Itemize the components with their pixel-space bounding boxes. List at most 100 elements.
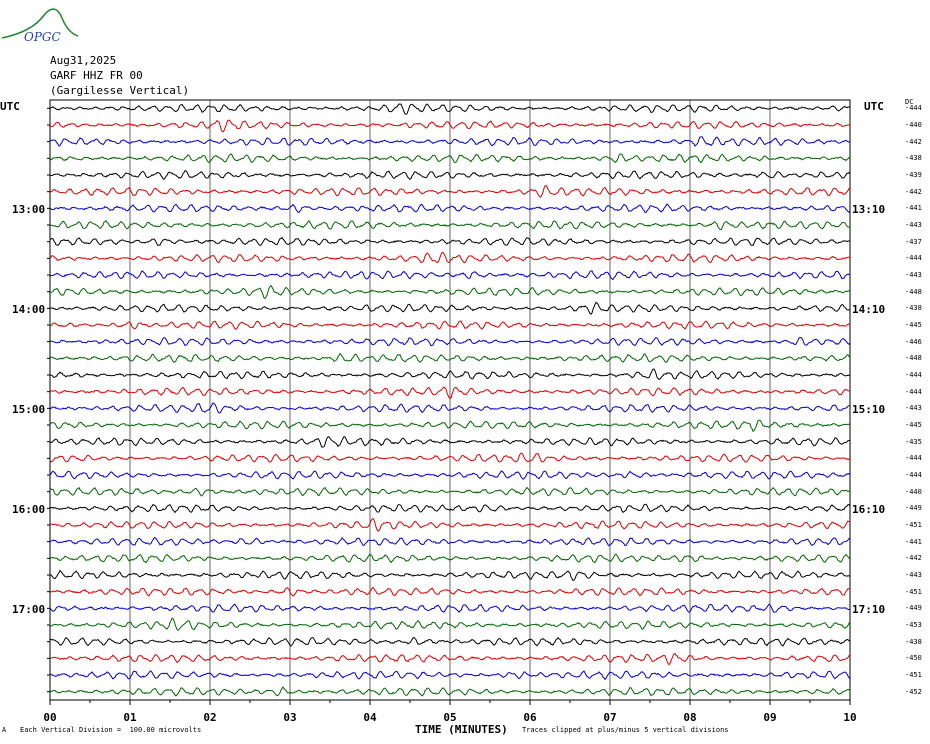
dc-value: -443 [905,571,922,579]
seismic-trace [49,586,851,597]
seismic-trace [49,320,851,330]
dc-value: -449 [905,604,922,613]
seismic-trace [49,252,851,264]
x-tick-label: 02 [203,711,217,724]
seismic-trace [49,503,851,514]
seismic-trace [49,236,851,247]
x-tick-label: 04 [363,711,377,724]
seismic-trace [49,184,851,198]
logo-text: OPGC [24,30,61,44]
seismic-trace [49,617,851,632]
seismic-trace [49,103,851,115]
seismic-trace [49,436,851,448]
dc-value: -452 [905,687,922,696]
right-hour-label: 16:10 [852,503,886,516]
dc-title: DC [905,98,914,106]
dc-value: -442 [905,554,922,563]
dc-value: -435 [905,437,922,446]
seismic-trace [49,670,851,681]
seismic-trace [49,402,851,414]
left-axis-title: UTC [0,100,20,113]
dc-value: -445 [905,321,922,329]
dc-value: -445 [905,421,922,429]
seismic-trace [49,553,851,564]
x-tick-label: 06 [523,711,537,724]
seismic-trace [49,486,851,497]
x-axis-title: TIME (MINUTES) [415,723,508,736]
seismic-trace [49,686,851,697]
seismic-trace [49,652,851,666]
seismic-trace [49,336,851,347]
header-station: GARF HHZ FR 00 [50,69,143,82]
right-hour-label: 14:10 [852,303,886,316]
dc-value: -443 [905,271,922,279]
x-tick-label: 08 [683,711,697,724]
seismic-trace [49,569,851,582]
seismic-trace [49,452,851,463]
clip-note: Traces clipped at plus/minus 5 vertical … [522,726,729,734]
dc-value: -442 [905,187,922,196]
x-tick-label: 01 [123,711,137,724]
dc-value: -446 [905,337,922,346]
dc-value: -438 [905,304,922,313]
dc-value: -444 [905,454,922,463]
left-hour-label: 15:00 [12,403,46,416]
dc-value: -440 [905,487,922,496]
x-tick-label: 10 [843,711,857,724]
seismic-trace [49,136,851,147]
right-axis-title: UTC [864,100,884,113]
seismic-trace [49,170,851,181]
seismic-trace [49,603,851,614]
seismic-trace [49,119,851,133]
dc-value: -441 [905,204,922,213]
seismic-trace [49,153,851,164]
seismic-trace [49,368,851,380]
left-hour-label: 14:00 [12,303,46,316]
logo-swoosh-icon [1,8,79,39]
x-tick-label: 00 [43,711,57,724]
dc-value: -450 [905,654,922,663]
right-hour-label: 17:10 [852,603,886,616]
seismic-trace [49,636,851,647]
dc-value: -451 [905,671,922,679]
left-hour-label: 13:00 [12,203,46,216]
dc-value: -453 [905,621,922,629]
dc-value: -444 [905,387,922,396]
seismic-trace [49,301,851,315]
seismic-trace [49,536,851,547]
right-hour-label: 15:10 [852,403,886,416]
x-tick-label: 07 [603,711,617,724]
dc-value: -444 [905,371,922,379]
dc-value: -438 [905,154,922,163]
dc-value: -442 [905,137,922,146]
header-location: (Gargilesse Vertical) [50,84,190,97]
x-tick-label: 05 [443,711,457,724]
seismic-trace [49,270,851,281]
dc-value: -444 [905,471,922,479]
dc-value: -438 [905,637,922,646]
opgc-logo: OPGC [1,8,79,44]
dc-value: -451 [905,521,922,529]
header-date: Aug31,2025 [50,54,117,67]
left-hour-label: 17:00 [12,603,46,616]
dc-value: -444 [905,254,922,263]
dc-value: -440 [905,121,922,129]
dc-value: -448 [905,354,922,363]
dc-value: -443 [905,221,922,229]
scale-note: Each Vertical Division = 100.00 microvol… [20,726,202,734]
corner-mark: A [2,726,7,734]
left-hour-label: 16:00 [12,503,46,516]
right-hour-label: 13:10 [852,203,886,216]
dc-value: -443 [905,404,922,413]
dc-value: -444 [905,104,922,113]
seismic-trace [49,284,851,300]
dc-value: -451 [905,587,922,596]
seismic-trace [49,470,851,480]
seismic-trace [49,219,851,231]
dc-value: -439 [905,171,922,179]
x-tick-label: 09 [763,711,777,724]
seismic-trace [49,419,851,433]
seismic-trace [49,203,851,214]
dc-value: -441 [905,537,922,546]
